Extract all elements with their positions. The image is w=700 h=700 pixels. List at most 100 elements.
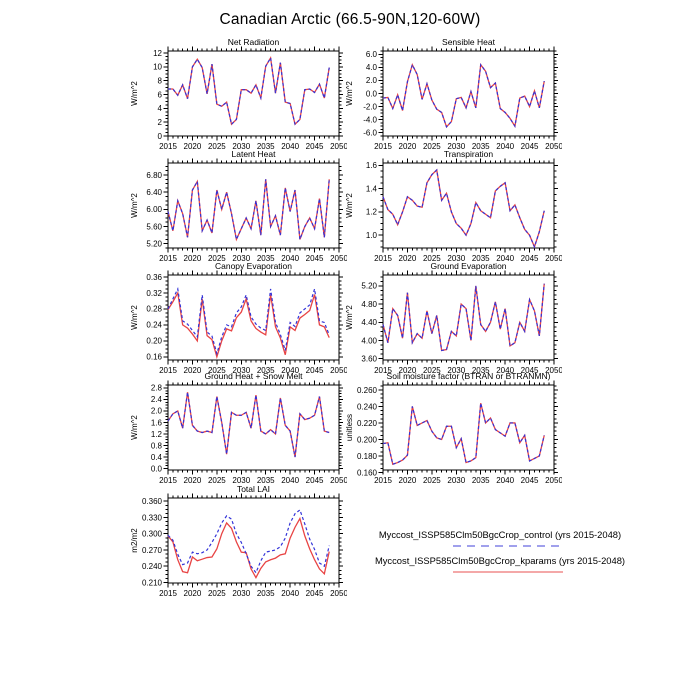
y-tick-label: 0.270	[142, 546, 163, 555]
x-tick-label: 2045	[306, 254, 324, 263]
y-tick-label: 1.0	[366, 231, 378, 240]
x-tick-label: 2015	[159, 254, 177, 263]
y-tick-label: 4.0	[366, 63, 378, 72]
x-tick-label: 2050	[545, 366, 562, 375]
plot-box	[382, 162, 555, 249]
x-tick-label: 2025	[423, 142, 441, 151]
panel-latent-heat: Latent Heat W/m^2 2015 2020 2025 2030 2035 2040…	[128, 141, 347, 273]
plot-box	[167, 274, 340, 361]
x-tick-label: 2050	[330, 254, 347, 263]
panel-title: Latent Heat	[232, 149, 277, 159]
y-axis-title: m2/m2	[130, 528, 139, 553]
y-tick-label: 0.300	[142, 530, 163, 539]
y-tick-label: 4	[158, 104, 163, 113]
series-control-line	[167, 508, 330, 574]
y-axis-title: W/m^2	[345, 193, 354, 218]
y-tick-label: 0.36	[146, 273, 162, 282]
x-tick-label: 2040	[496, 142, 514, 151]
series-kparams-line	[167, 392, 330, 458]
x-tick-label: 2045	[306, 142, 324, 151]
panel-canopy-evaporation: Canopy Evaporation W/m^2 2015 2020 2025 2030 2…	[128, 253, 347, 385]
y-tick-label: 2.0	[151, 407, 163, 416]
x-tick-label: 2045	[521, 476, 539, 485]
x-tick-label: 2020	[184, 142, 202, 151]
x-tick-label: 2040	[281, 476, 299, 485]
y-tick-label: 6.00	[146, 205, 162, 214]
x-tick-label: 2030	[447, 142, 465, 151]
plot-box	[382, 50, 555, 137]
x-tick-label: 2025	[423, 476, 441, 485]
x-tick-label: 2050	[545, 142, 562, 151]
y-tick-label: 1.6	[151, 418, 163, 427]
panel-transpiration: Transpiration W/m^2 2015 2020 2025 2030 2035 20…	[343, 141, 562, 273]
x-tick-label: 2020	[184, 476, 202, 485]
x-tick-label: 2030	[232, 366, 250, 375]
y-tick-label: 5.60	[146, 222, 162, 231]
x-tick-label: 2035	[257, 254, 275, 263]
legend-item-kparams: Myccost_ISSP585Clm50BgcCrop_kparams (yrs…	[352, 555, 648, 574]
x-tick-label: 2025	[423, 366, 441, 375]
y-tick-label: 4.80	[361, 300, 377, 309]
y-tick-label: 0.360	[142, 497, 163, 506]
x-tick-label: 2035	[257, 142, 275, 151]
y-tick-label: -2.0	[363, 102, 377, 111]
y-tick-label: 0.160	[357, 468, 378, 477]
x-tick-label: 2045	[306, 589, 324, 598]
x-tick-label: 2020	[184, 589, 202, 598]
axes: 2015 2020 2025 2030 2035 2040 2045 2050 0.160 0.1…	[357, 380, 562, 485]
panel-soil-moisture-factor: Soil moisture factor (BTRAN or BTRANMN) u…	[343, 363, 562, 495]
y-axis-title: unitless	[345, 414, 354, 441]
plot-box	[167, 497, 340, 584]
y-tick-label: 2.0	[366, 76, 378, 85]
x-tick-label: 2040	[281, 589, 299, 598]
x-tick-label: 2040	[281, 254, 299, 263]
x-tick-label: 2025	[208, 476, 226, 485]
series-control-line	[382, 168, 545, 249]
y-tick-label: 0.260	[357, 386, 378, 395]
panel-net-radiation: Net Radiation W/m^2 2015 2020 2025 2030 2035 20…	[128, 29, 347, 161]
y-tick-label: 4.00	[361, 336, 377, 345]
y-axis-title: W/m^2	[130, 305, 139, 330]
x-tick-label: 2040	[496, 254, 514, 263]
legend-label-control: Myccost_ISSP585Clm50BgcCrop_control (yrs…	[378, 529, 622, 540]
panel-title: Sensible Heat	[442, 37, 496, 47]
x-tick-label: 2020	[399, 366, 417, 375]
plot-box	[167, 50, 340, 137]
series-kparams-line	[167, 290, 330, 360]
y-tick-label: 0.24	[146, 321, 162, 330]
y-tick-label: 0.240	[142, 562, 163, 571]
chart-soil-moisture-factor: Soil moisture factor (BTRAN or BTRANMN) u…	[345, 371, 562, 485]
y-tick-label: -4.0	[363, 115, 377, 124]
y-tick-label: 5.20	[361, 282, 377, 291]
panel-ground-heat-snow-melt: Ground Heat + Snow Melt W/m^2 2015 2020 2025…	[128, 363, 347, 495]
x-tick-label: 2035	[472, 142, 490, 151]
y-axis-title: W/m^2	[130, 193, 139, 218]
x-tick-label: 2015	[159, 142, 177, 151]
y-tick-label: 2.4	[151, 395, 163, 404]
panel-title: Net Radiation	[228, 37, 280, 47]
legend-label-kparams: Myccost_ISSP585Clm50BgcCrop_kparams (yrs…	[374, 555, 626, 566]
x-tick-label: 2025	[208, 366, 226, 375]
y-tick-label: 0.210	[142, 578, 163, 587]
y-tick-label: 3.60	[361, 354, 377, 363]
series-kparams-line	[167, 179, 330, 242]
series-kparams-line	[382, 168, 545, 249]
axes: 2015 2020 2025 2030 2035 2040 2045 2050 0.16 0.20…	[146, 270, 347, 375]
y-tick-label: 0.0	[366, 89, 378, 98]
y-tick-label: 1.2	[151, 430, 163, 439]
y-tick-label: 2.8	[151, 384, 163, 393]
x-tick-label: 2040	[496, 476, 514, 485]
x-tick-label: 2030	[447, 476, 465, 485]
y-tick-label: 6.0	[366, 50, 378, 59]
panel-title: Ground Evaporation	[430, 261, 506, 271]
y-tick-label: -6.0	[363, 129, 377, 138]
y-axis-title: W/m^2	[345, 81, 354, 106]
axes: 2015 2020 2025 2030 2035 2040 2045 2050 3.60 4.00…	[361, 270, 562, 375]
y-tick-label: 1.4	[366, 184, 378, 193]
x-tick-label: 2025	[423, 254, 441, 263]
axes: 2015 2020 2025 2030 2035 2040 2045 2050 0.210 0.2…	[142, 493, 347, 598]
y-tick-label: 0.220	[357, 419, 378, 428]
x-tick-label: 2020	[399, 254, 417, 263]
y-tick-label: 12	[153, 49, 162, 58]
